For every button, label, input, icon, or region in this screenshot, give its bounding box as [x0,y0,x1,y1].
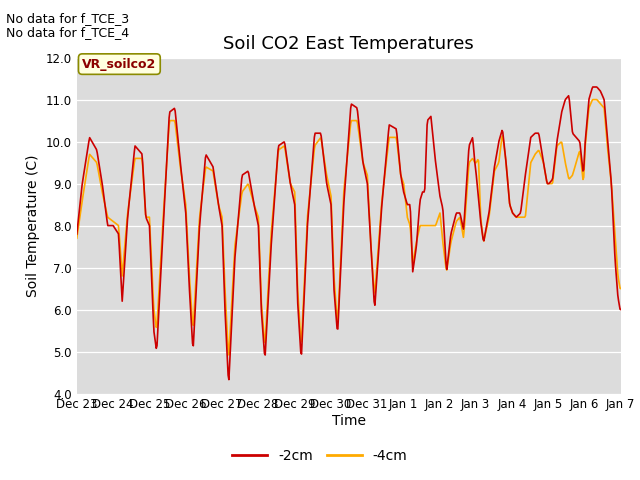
-4cm [416,225,424,230]
-2cm [225,377,233,383]
-2cm [589,84,596,90]
-2cm [139,159,147,165]
-4cm [225,352,233,358]
-4cm [73,235,81,241]
Text: No data for f_TCE_3: No data for f_TCE_3 [6,12,129,25]
Y-axis label: Soil Temperature (C): Soil Temperature (C) [26,155,40,297]
-4cm [431,223,439,228]
-4cm [139,163,147,168]
Text: No data for f_TCE_4: No data for f_TCE_4 [6,26,129,39]
-2cm [416,204,424,209]
-2cm [83,153,90,158]
Text: VR_soilco2: VR_soilco2 [82,58,157,71]
-4cm [223,318,230,324]
Title: Soil CO2 East Temperatures: Soil CO2 East Temperatures [223,35,474,53]
-2cm [617,307,625,312]
-2cm [223,341,230,347]
-4cm [617,286,625,291]
-2cm [431,158,439,164]
-2cm [194,255,202,261]
-4cm [83,169,90,175]
Line: -4cm: -4cm [77,100,621,355]
Line: -2cm: -2cm [77,87,621,380]
-2cm [73,231,81,237]
Legend: -2cm, -4cm: -2cm, -4cm [227,443,413,468]
X-axis label: Time: Time [332,414,366,428]
-4cm [589,97,596,103]
-4cm [194,244,202,250]
